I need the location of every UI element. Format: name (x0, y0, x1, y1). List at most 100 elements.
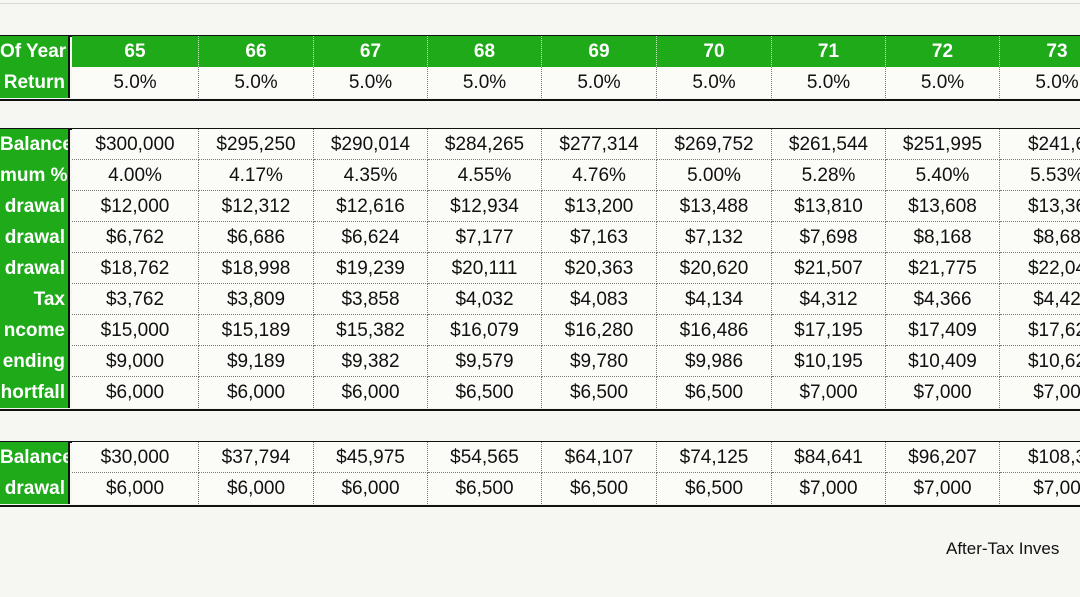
value-cell[interactable]: $6,000 (199, 377, 314, 408)
value-cell[interactable]: $7,000 (886, 377, 1000, 408)
value-cell[interactable]: $4,032 (428, 284, 542, 315)
value-cell[interactable]: $13,608 (886, 191, 1000, 222)
value-cell[interactable]: $6,762 (72, 222, 199, 253)
value-cell[interactable]: $4,134 (657, 284, 772, 315)
value-cell[interactable]: $9,780 (542, 346, 657, 377)
value-cell[interactable]: $15,382 (314, 315, 428, 346)
value-cell[interactable]: $4,312 (772, 284, 886, 315)
value-cell[interactable]: 5.53% (1000, 160, 1080, 191)
value-cell[interactable]: $6,500 (542, 473, 657, 504)
value-cell[interactable]: 5.0% (428, 67, 542, 98)
value-cell[interactable]: $19,239 (314, 253, 428, 284)
value-cell[interactable]: $295,250 (199, 129, 314, 160)
value-cell[interactable]: $241,6 (1000, 129, 1080, 160)
year-header-cell[interactable]: 71 (772, 36, 886, 67)
row-label[interactable]: ncome (0, 315, 70, 346)
year-header-cell[interactable]: 69 (542, 36, 657, 67)
value-cell[interactable]: $16,079 (428, 315, 542, 346)
value-cell[interactable]: $6,000 (314, 473, 428, 504)
value-cell[interactable]: $16,280 (542, 315, 657, 346)
value-cell[interactable]: $12,616 (314, 191, 428, 222)
row-label[interactable]: drawal (0, 473, 70, 504)
value-cell[interactable]: $30,000 (72, 442, 199, 473)
value-cell[interactable]: $17,409 (886, 315, 1000, 346)
value-cell[interactable]: 4.35% (314, 160, 428, 191)
value-cell[interactable]: 4.55% (428, 160, 542, 191)
value-cell[interactable]: $3,762 (72, 284, 199, 315)
value-cell[interactable]: $45,975 (314, 442, 428, 473)
value-cell[interactable]: $9,000 (72, 346, 199, 377)
value-cell[interactable]: $290,014 (314, 129, 428, 160)
year-header-cell[interactable]: 67 (314, 36, 428, 67)
value-cell[interactable]: $21,775 (886, 253, 1000, 284)
value-cell[interactable]: $7,177 (428, 222, 542, 253)
value-cell[interactable]: 5.0% (1000, 67, 1080, 98)
row-label[interactable]: drawal (0, 191, 70, 222)
year-header-cell[interactable]: 66 (199, 36, 314, 67)
value-cell[interactable]: $9,579 (428, 346, 542, 377)
row-label[interactable]: hortfall (0, 377, 70, 408)
row-label[interactable]: Return (0, 67, 70, 98)
value-cell[interactable]: $251,995 (886, 129, 1000, 160)
value-cell[interactable]: $6,500 (428, 473, 542, 504)
value-cell[interactable]: $54,565 (428, 442, 542, 473)
value-cell[interactable]: $4,366 (886, 284, 1000, 315)
value-cell[interactable]: $3,858 (314, 284, 428, 315)
row-label[interactable]: Of Year (0, 36, 70, 67)
value-cell[interactable]: $13,488 (657, 191, 772, 222)
value-cell[interactable]: $18,998 (199, 253, 314, 284)
value-cell[interactable]: $6,686 (199, 222, 314, 253)
value-cell[interactable]: $108,3 (1000, 442, 1080, 473)
row-label[interactable]: drawal (0, 253, 70, 284)
value-cell[interactable]: $12,312 (199, 191, 314, 222)
value-cell[interactable]: $6,500 (657, 473, 772, 504)
value-cell[interactable]: $21,507 (772, 253, 886, 284)
value-cell[interactable]: $10,195 (772, 346, 886, 377)
row-label[interactable]: drawal (0, 222, 70, 253)
value-cell[interactable]: $20,363 (542, 253, 657, 284)
value-cell[interactable]: $6,000 (72, 473, 199, 504)
value-cell[interactable]: $15,000 (72, 315, 199, 346)
value-cell[interactable]: 4.17% (199, 160, 314, 191)
row-label[interactable]: ending (0, 346, 70, 377)
value-cell[interactable]: $74,125 (657, 442, 772, 473)
value-cell[interactable]: $10,62 (1000, 346, 1080, 377)
year-header-cell[interactable]: 70 (657, 36, 772, 67)
value-cell[interactable]: $4,42 (1000, 284, 1080, 315)
value-cell[interactable]: $17,195 (772, 315, 886, 346)
value-cell[interactable]: $13,200 (542, 191, 657, 222)
value-cell[interactable]: 5.0% (772, 67, 886, 98)
value-cell[interactable]: $269,752 (657, 129, 772, 160)
value-cell[interactable]: $300,000 (72, 129, 199, 160)
value-cell[interactable]: $12,934 (428, 191, 542, 222)
value-cell[interactable]: $7,000 (772, 377, 886, 408)
value-cell[interactable]: 4.76% (542, 160, 657, 191)
value-cell[interactable]: $4,083 (542, 284, 657, 315)
row-label[interactable]: mum % (0, 160, 70, 191)
value-cell[interactable]: $84,641 (772, 442, 886, 473)
value-cell[interactable]: $6,500 (542, 377, 657, 408)
value-cell[interactable]: $7,698 (772, 222, 886, 253)
value-cell[interactable]: $12,000 (72, 191, 199, 222)
year-header-cell[interactable]: 65 (72, 36, 199, 67)
value-cell[interactable]: $6,500 (657, 377, 772, 408)
value-cell[interactable]: $7,163 (542, 222, 657, 253)
value-cell[interactable]: 5.0% (314, 67, 428, 98)
value-cell[interactable]: $6,624 (314, 222, 428, 253)
value-cell[interactable]: $277,314 (542, 129, 657, 160)
value-cell[interactable]: $6,000 (199, 473, 314, 504)
value-cell[interactable]: $6,000 (314, 377, 428, 408)
value-cell[interactable]: $7,00 (1000, 377, 1080, 408)
value-cell[interactable]: $64,107 (542, 442, 657, 473)
value-cell[interactable]: $6,000 (72, 377, 199, 408)
value-cell[interactable]: $37,794 (199, 442, 314, 473)
value-cell[interactable]: $8,168 (886, 222, 1000, 253)
year-header-cell[interactable]: 68 (428, 36, 542, 67)
value-cell[interactable]: $15,189 (199, 315, 314, 346)
value-cell[interactable]: $20,111 (428, 253, 542, 284)
value-cell[interactable]: $284,265 (428, 129, 542, 160)
value-cell[interactable]: $9,382 (314, 346, 428, 377)
value-cell[interactable]: $7,132 (657, 222, 772, 253)
value-cell[interactable]: $17,62 (1000, 315, 1080, 346)
value-cell[interactable]: 4.00% (72, 160, 199, 191)
